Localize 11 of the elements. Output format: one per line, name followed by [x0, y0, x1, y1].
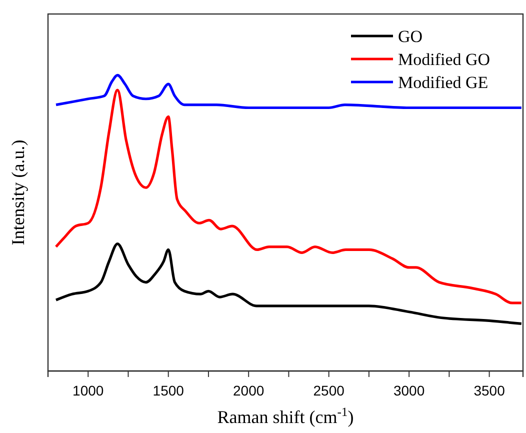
x-axis-title: Raman shift (cm$^{-1}$) [217, 405, 354, 427]
legend-label: Modified GO [398, 50, 490, 69]
x-tick-label: 3500 [474, 382, 506, 398]
x-tick-label: 2000 [233, 382, 264, 398]
x-tick-label: 2500 [313, 382, 345, 398]
x-tick-label: 1500 [152, 382, 184, 398]
legend-label: Modified GE [398, 73, 488, 92]
x-tick-label: 3000 [393, 382, 425, 398]
y-axis-title: Intensity (a.u.) [8, 140, 28, 246]
legend-label: GO [398, 27, 423, 46]
x-tick-label: 1000 [72, 382, 104, 398]
